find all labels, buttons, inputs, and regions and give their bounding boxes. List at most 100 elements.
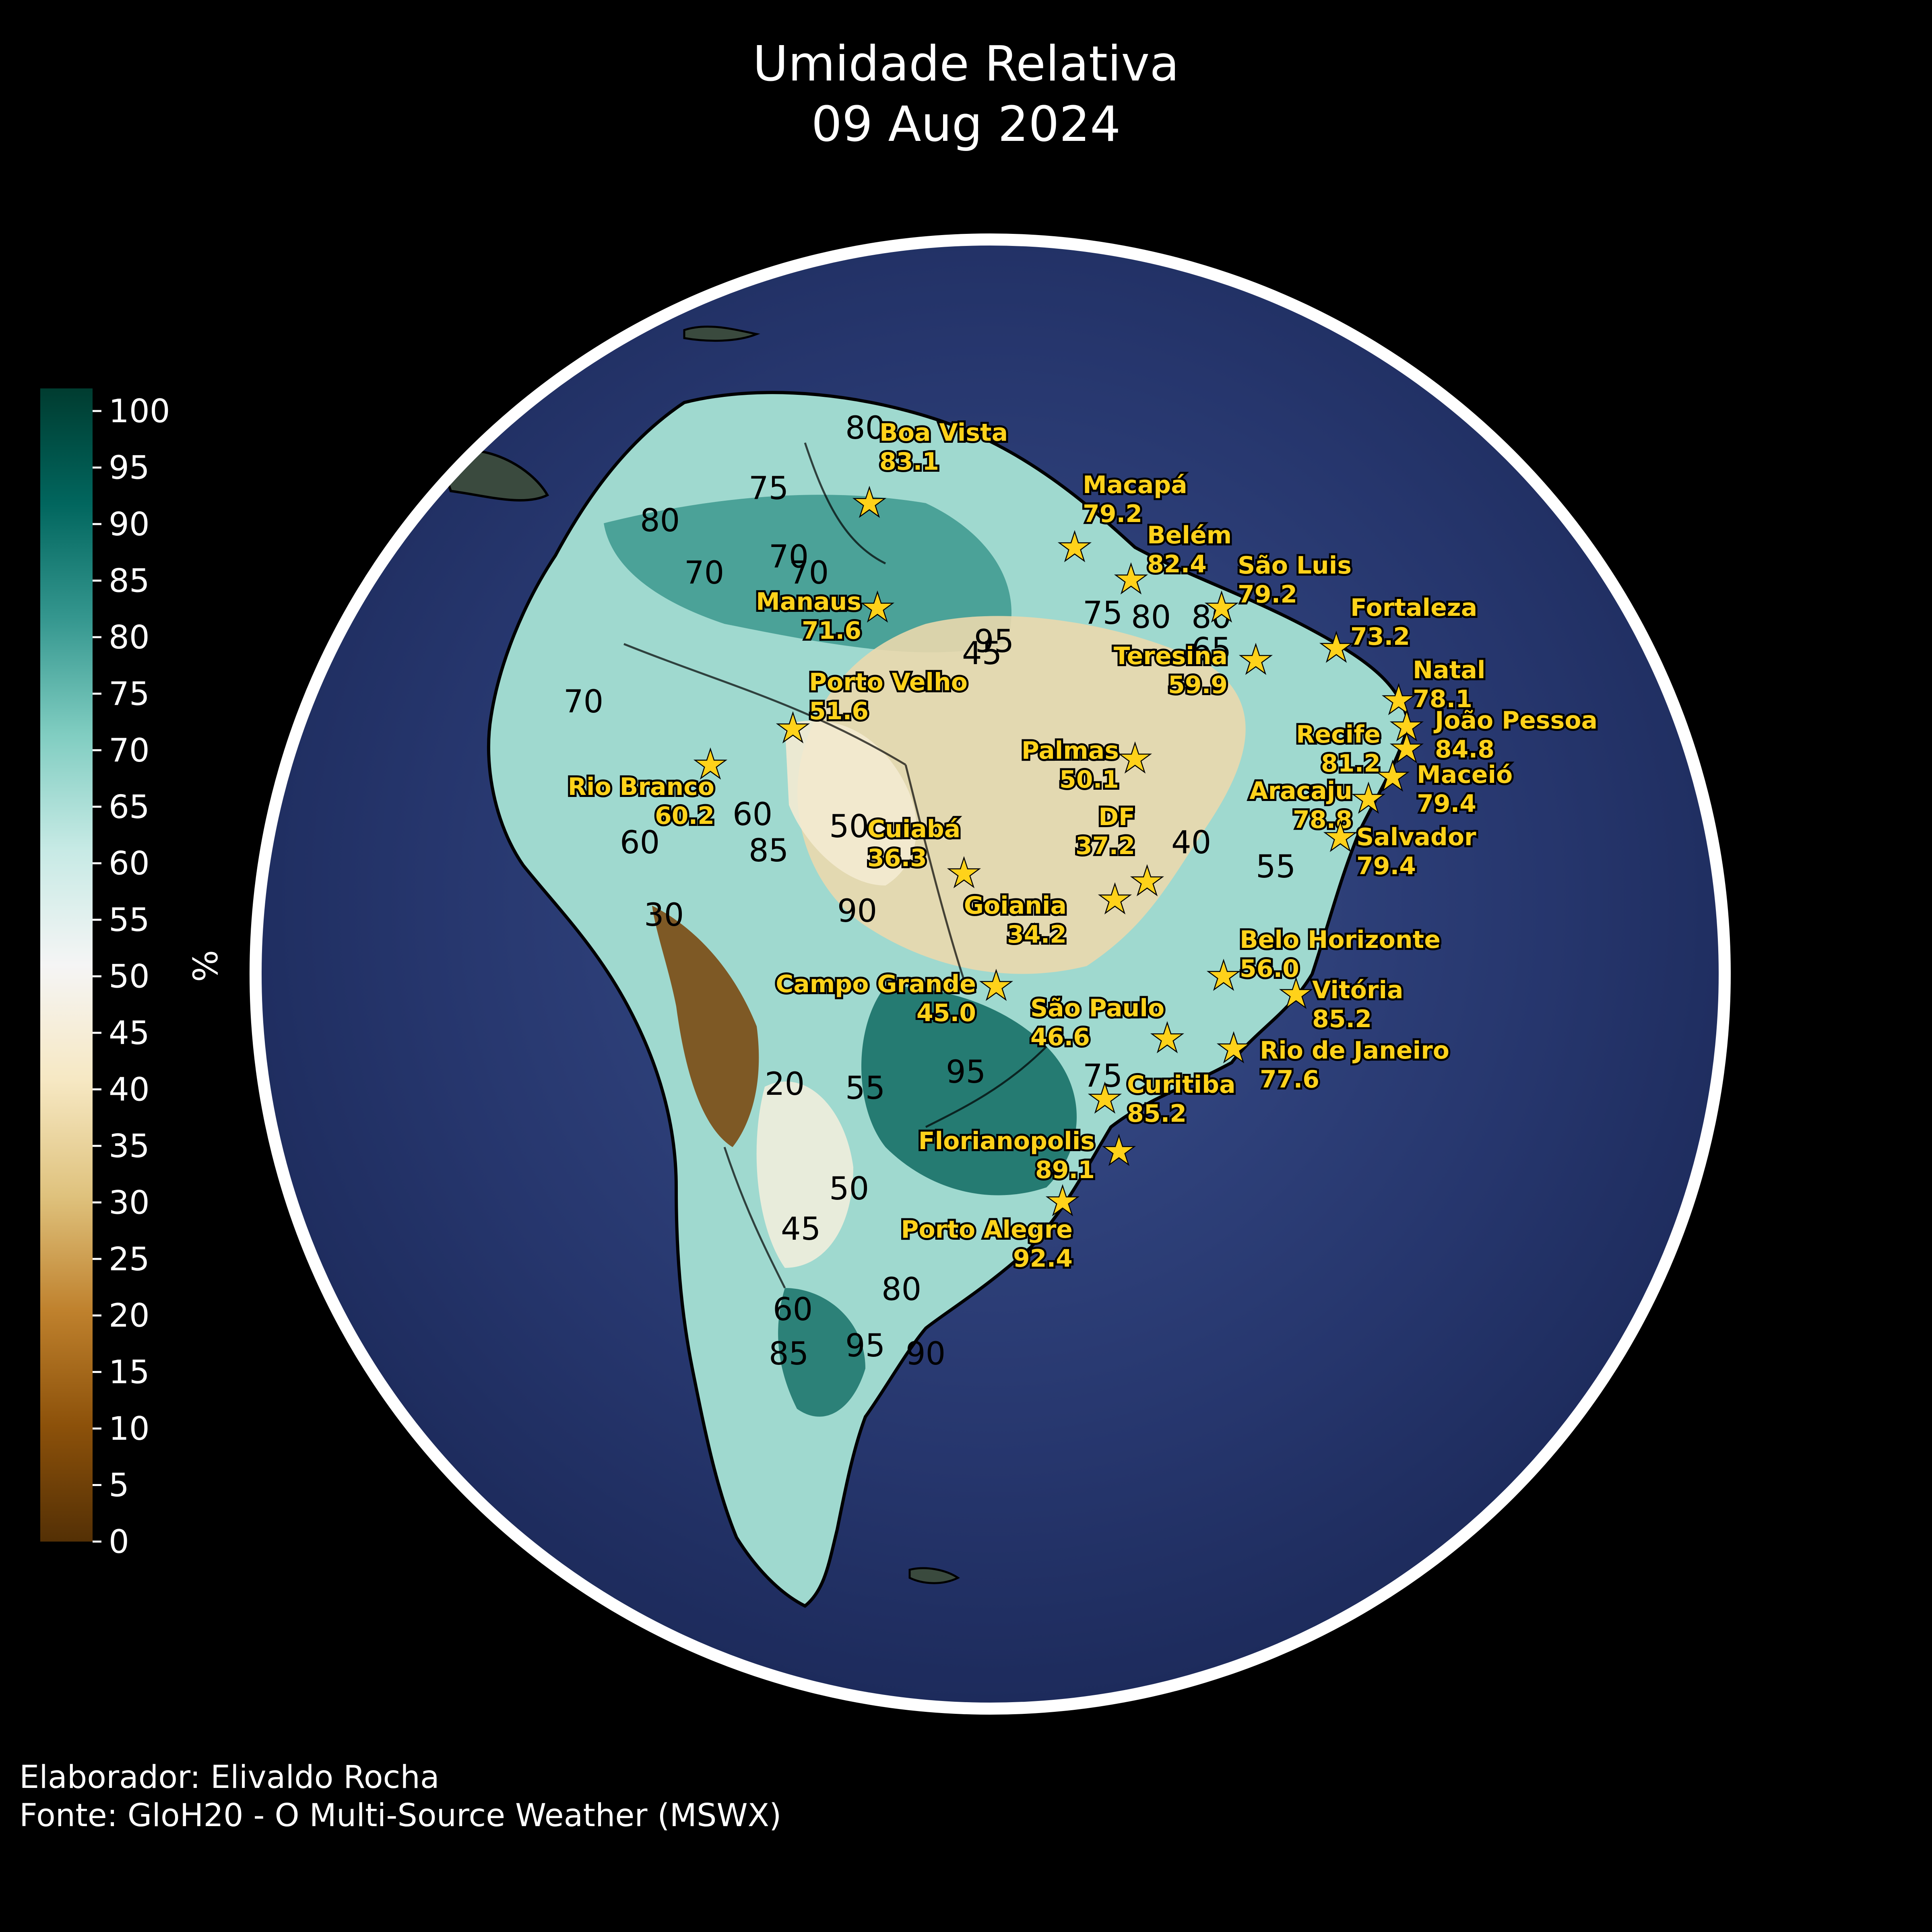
city-name: Curitiba [1127,1071,1236,1099]
city-name: São Luis [1238,551,1352,580]
contour-label: 80 [881,1271,921,1308]
city-value: 85.2 [1312,1005,1372,1033]
city-value: 50.1 [1059,766,1119,794]
footer-author: Elaborador: Elivaldo Rocha [19,1759,440,1796]
city-name: Belo Horizonte [1240,926,1441,954]
footer-source: Fonte: GloH20 - O Multi-Source Weather (… [19,1798,782,1834]
city-name: Maceió [1417,761,1513,789]
city-name: Campo Grande [776,970,976,998]
city-value: 78.8 [1293,806,1352,834]
star-icon: ★ [1218,1027,1250,1069]
humid-argentina-south [778,1288,865,1417]
city-name: Salvador [1356,823,1476,851]
contour-label: 80 [845,410,885,446]
star-icon: ★ [1391,727,1423,770]
contour-label: 95 [946,1054,986,1090]
contour-label: 90 [906,1336,945,1372]
colorbar-tick-label: 25 [109,1241,150,1278]
city-name: Belém [1147,521,1232,549]
city-value: 84.8 [1435,735,1494,764]
contour-label: 70 [564,684,603,720]
colorbar-scale [40,388,93,1542]
contour-label: 45 [962,636,1002,672]
star-icon: ★ [1059,526,1091,568]
contour-label: 90 [837,893,877,929]
contour-label: 55 [845,1070,885,1106]
colorbar-tick-label: 20 [109,1297,150,1334]
star-icon: ★ [980,965,1013,1007]
city-value: 85.2 [1127,1100,1187,1128]
contour-label: 70 [789,555,829,591]
city-value: 79.4 [1417,790,1476,818]
star-icon: ★ [948,852,980,894]
contour-label: 50 [829,1171,869,1207]
caribbean-islands [683,325,760,342]
star-icon: ★ [1089,1077,1121,1120]
contour-label: 95 [845,1328,885,1364]
country-borders [623,442,1047,1289]
star-icon: ★ [1119,737,1152,780]
city-name: Florianopolis [919,1127,1095,1155]
city-markers: ★Boa Vista83.1★Macapá79.2★Belém82.4★São … [566,417,1600,1275]
colorbar-tick-label: 40 [109,1071,150,1108]
colorbar-tick-label: 95 [109,449,150,487]
city-name: João Pessoa [1433,706,1598,735]
city-name: Natal [1413,656,1485,684]
falkland-islands [908,1567,960,1584]
city-name: Recife [1296,720,1381,749]
city-value: 89.1 [1035,1156,1095,1184]
city-value: 46.6 [1030,1023,1090,1051]
contour-label: 65 [1191,632,1231,668]
dry-mato-grosso [785,720,917,886]
argentina-center [756,1081,853,1268]
contour-label: 40 [1171,825,1211,861]
star-icon: ★ [1324,816,1357,858]
contour-label: 80 [1191,599,1231,636]
city-value: 92.4 [1013,1245,1073,1273]
colorbar-tick-label: 80 [109,619,150,656]
star-icon: ★ [694,743,727,786]
city-name: Palmas [1022,737,1119,765]
city-value: 71.6 [802,617,861,645]
colorbar-tick-label: 35 [109,1127,150,1165]
city-name: Porto Alegre [901,1216,1073,1244]
star-icon: ★ [1208,955,1240,997]
star-icon: ★ [1383,679,1415,721]
colorbar-tick-label: 50 [109,958,150,995]
contour-label: 75 [1083,595,1123,632]
star-icon: ★ [1240,639,1272,681]
contour-label: 75 [749,471,788,507]
colorbar-tick-label: 15 [109,1354,150,1391]
map-date: 09 Aug 2024 [811,97,1121,153]
colorbar-tick-label: 100 [109,392,170,430]
map-title: Umidade Relativa [753,36,1179,92]
colorbar-tick-label: 75 [109,675,150,712]
colorbar-tick-label: 70 [109,732,150,769]
city-value: 73.2 [1350,623,1410,651]
city-name: Teresina [1114,642,1228,670]
city-name: Aracaju [1249,777,1352,805]
contour-label: 60 [733,797,772,833]
city-value: 78.1 [1413,685,1472,713]
colorbar-tick-label: 45 [109,1014,150,1052]
city-value: 34.2 [1007,921,1067,949]
city-value: 79.4 [1356,852,1416,880]
star-icon: ★ [1103,1130,1135,1172]
contour-label: 70 [684,555,724,591]
